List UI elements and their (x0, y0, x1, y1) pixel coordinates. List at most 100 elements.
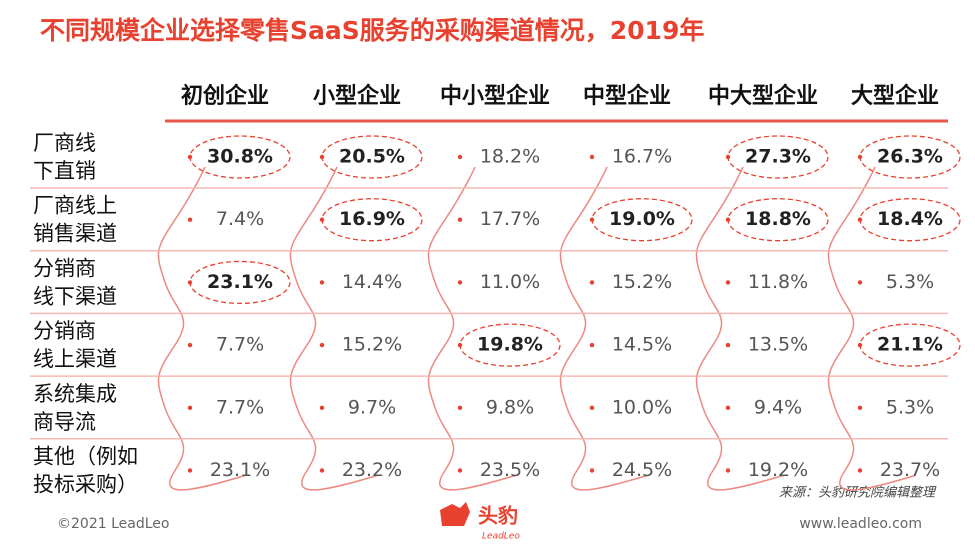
dot (319, 154, 325, 160)
cell-value: 7.7% (216, 396, 264, 418)
column-header: 中大型企业 (708, 83, 818, 109)
cell-value-highlight: 27.3% (745, 146, 811, 168)
cell-value: 23.7% (880, 459, 940, 481)
dot (857, 217, 863, 222)
connector-curve (695, 166, 784, 491)
cell-value-highlight: 19.0% (609, 208, 675, 230)
dot (725, 468, 731, 473)
dot (457, 217, 463, 222)
cell-value: 16.7% (612, 146, 672, 168)
dot (589, 217, 595, 222)
logo: 头豹 (478, 504, 518, 528)
dot (187, 280, 193, 285)
row-label: 系统集成 (33, 382, 117, 406)
cell-value: 17.7% (480, 208, 540, 230)
dot (187, 217, 193, 222)
cell-value: 7.4% (216, 208, 264, 230)
copyright: ©2021 LeadLeo (57, 516, 169, 532)
dot (725, 217, 731, 222)
dot (725, 405, 731, 410)
cell-value-highlight: 26.3% (877, 146, 943, 168)
cell-value: 14.4% (342, 271, 402, 293)
row-label: 其他（例如 (33, 445, 138, 469)
connector-curve (827, 166, 916, 491)
dot (857, 342, 863, 348)
dot (725, 342, 731, 348)
cell-value: 9.8% (486, 396, 534, 418)
dot (457, 342, 463, 348)
cell-value: 5.3% (886, 396, 934, 418)
cell-value-highlight: 23.1% (207, 271, 273, 293)
connector-curve (157, 166, 246, 491)
dot (857, 468, 863, 473)
row-label: 销售渠道 (33, 222, 117, 246)
dot (589, 468, 595, 473)
dot (857, 280, 863, 285)
dot (589, 280, 595, 285)
dot (319, 280, 325, 285)
logo-sub: LeadLeo (482, 532, 520, 542)
column-header: 小型企业 (313, 83, 401, 109)
row-label: 商导流 (33, 410, 96, 434)
dot (319, 217, 325, 222)
dot (319, 468, 325, 473)
dot (457, 280, 463, 285)
cell-value: 13.5% (748, 334, 808, 356)
row-label: 分销商 (33, 319, 96, 343)
cell-value: 23.5% (480, 459, 540, 481)
row-label: 线上渠道 (33, 347, 117, 371)
cell-value-highlight: 30.8% (207, 146, 273, 168)
cell-value: 19.2% (748, 459, 808, 481)
dot (725, 154, 731, 160)
cell-value: 10.0% (612, 396, 672, 418)
cell-value: 23.1% (210, 459, 270, 481)
dot (857, 154, 863, 160)
cell-value: 9.7% (348, 396, 396, 418)
cell-value: 9.4% (754, 396, 802, 418)
cell-value: 18.2% (480, 146, 540, 168)
dot (457, 405, 463, 410)
row-label: 线下渠道 (33, 284, 117, 308)
cell-value: 7.7% (216, 334, 264, 356)
row-label: 投标采购） (33, 473, 138, 497)
cell-value: 14.5% (612, 334, 672, 356)
dot (857, 405, 863, 410)
cell-value: 23.2% (342, 459, 402, 481)
cell-value: 5.3% (886, 271, 934, 293)
source: 来源：头豹研究院编辑整理 (779, 485, 937, 501)
dot (187, 342, 193, 348)
cell-value: 24.5% (612, 459, 672, 481)
connector-curve (289, 166, 378, 491)
cell-value-highlight: 20.5% (339, 146, 405, 168)
dot (187, 468, 193, 473)
dot (319, 342, 325, 348)
cell-value-highlight: 18.4% (877, 208, 943, 230)
dot (187, 154, 193, 160)
logo-icon (440, 502, 470, 526)
cell-value-highlight: 18.8% (745, 208, 811, 230)
dot (457, 154, 463, 160)
column-header: 大型企业 (851, 83, 939, 109)
cell-value: 15.2% (612, 271, 672, 293)
dot (457, 468, 463, 473)
cell-value: 15.2% (342, 334, 402, 356)
dot (725, 280, 731, 285)
row-label: 分销商 (33, 256, 96, 280)
column-header: 中型企业 (583, 83, 671, 109)
cell-value: 11.8% (748, 271, 808, 293)
title: 不同规模企业选择零售SaaS服务的采购渠道情况，2019年 (40, 16, 704, 45)
row-label: 下直销 (33, 159, 96, 183)
cell-value: 11.0% (480, 271, 540, 293)
connector-curve (427, 166, 516, 491)
row-label: 厂商线上 (33, 194, 117, 218)
cell-value-highlight: 19.8% (477, 334, 543, 356)
website: www.leadleo.com (799, 516, 922, 532)
dot (319, 405, 325, 410)
cell-value-highlight: 16.9% (339, 208, 405, 230)
connector-curve (559, 166, 648, 491)
row-label: 厂商线 (33, 131, 96, 155)
dot (187, 405, 193, 410)
dot (589, 342, 595, 348)
column-header: 初创企业 (181, 83, 269, 109)
